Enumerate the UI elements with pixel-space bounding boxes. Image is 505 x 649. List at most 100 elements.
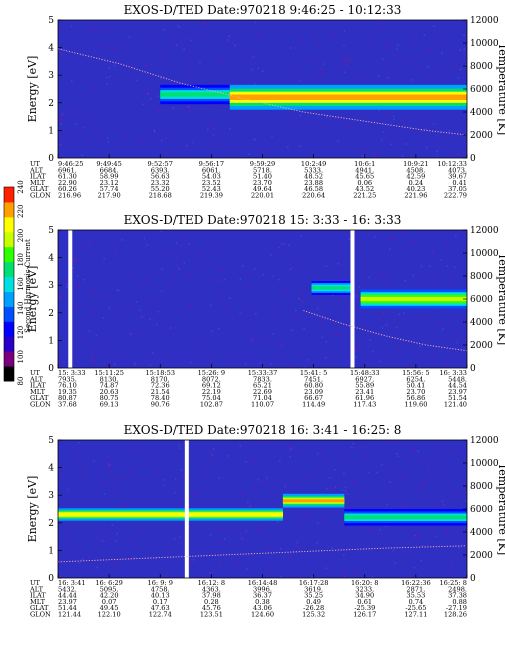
spectrogram-pixel [270, 363, 272, 366]
table-cell: 36.37 [253, 592, 272, 600]
spectrogram-pixel [346, 493, 349, 495]
table-cell: 55.89 [355, 382, 374, 390]
spectrogram-pixel [210, 451, 212, 453]
spectrogram-pixel [419, 345, 422, 347]
spectrogram-pixel [434, 535, 437, 538]
spectrogram-pixel [115, 539, 118, 542]
spectrogram-pixel [455, 64, 457, 67]
spectrogram-pixel [212, 127, 215, 129]
table-cell: 69.13 [100, 401, 119, 409]
spectrogram-pixel [178, 444, 181, 446]
spectrogram-pixel [342, 572, 345, 575]
energy-tick-label: 1 [48, 126, 54, 136]
spectrogram-pixel [455, 235, 457, 238]
table-cell: 20.63 [100, 388, 119, 396]
spectrogram-pixel [117, 289, 120, 292]
spectrogram-pixel [277, 521, 279, 523]
table-cell: 218.68 [149, 192, 172, 200]
spectrogram-pixel [165, 548, 168, 551]
spectrogram-pixel [343, 60, 345, 63]
spectrogram-pixel [289, 455, 291, 458]
spectrogram-pixel [325, 341, 328, 343]
spectrogram-pixel [197, 264, 199, 267]
table-cell: 51.40 [253, 173, 272, 181]
spectrogram-pixel [319, 71, 322, 74]
table-cell: 220.01 [251, 192, 274, 200]
spectrogram-pixel [105, 76, 108, 79]
spectrogram-pixel [116, 562, 118, 564]
spectrogram-pixel [194, 493, 196, 496]
spectrogram-pixel [292, 447, 294, 450]
table-cell: 35.25 [304, 592, 323, 600]
table-cell: 222.79 [444, 192, 467, 200]
table-cell: 65.21 [253, 382, 272, 390]
spectrogram-pixel [108, 66, 111, 69]
spectrogram-pixel [81, 154, 83, 157]
table-cell: 4508. [406, 166, 425, 174]
spectrogram-pixel [398, 345, 401, 348]
spectrogram-pixel [392, 549, 395, 552]
spectrogram-pixel [414, 41, 416, 44]
spectrogram-pixel [287, 446, 290, 448]
spectrogram-pixel [286, 146, 289, 148]
spectrogram-pixel [220, 292, 223, 294]
spectrogram-pixel [153, 129, 156, 131]
colorbar-segment [4, 187, 14, 203]
table-cell: 47.63 [151, 604, 170, 612]
spectrogram-pixel [88, 246, 91, 249]
table-cell: 23.70 [406, 388, 425, 396]
spectrogram-pixel [174, 477, 177, 480]
table-cell: 110.07 [251, 401, 274, 409]
spectrogram-pixel [83, 126, 86, 129]
spectrogram-pixel [108, 463, 111, 466]
energy-tick-label: 3 [48, 281, 54, 291]
table-row-label: GLON [30, 192, 51, 200]
table-cell: 6061. [202, 166, 221, 174]
table-cell: 0.41 [452, 179, 467, 187]
spectrogram-pixel [397, 44, 399, 46]
spectrogram-pixel [299, 145, 301, 147]
spectrogram-pixel [125, 504, 128, 507]
table-cell: 126.17 [353, 611, 376, 619]
spectrogram-pixel [223, 278, 226, 281]
spectrogram-pixel [101, 530, 104, 533]
spectrogram-pixel [170, 251, 173, 253]
table-cell: 66.67 [304, 394, 323, 402]
temperature-tick-label: 2000 [470, 131, 493, 141]
spectrogram-pixel [348, 238, 351, 241]
spectrogram-pixel [189, 274, 191, 276]
energy-tick-label: 0 [48, 154, 54, 164]
table-row-label: GLAT [30, 394, 49, 402]
spectrogram-pixel [228, 127, 231, 130]
spectrogram-pixel [347, 57, 349, 60]
table-cell: 43.52 [355, 185, 374, 193]
table-cell: 23.52 [202, 179, 221, 187]
spectrogram-pixel [245, 461, 247, 463]
spectrogram-pixel [409, 575, 412, 578]
spectrogram-pixel [378, 75, 380, 78]
spectrogram-pixel [313, 33, 316, 35]
spectrogram-pixel [185, 105, 188, 107]
table-cell: 9:46:25 [58, 160, 83, 168]
spectrogram-pixel [267, 546, 270, 549]
spectrogram-pixel [289, 47, 292, 49]
spectrogram-pixel [70, 25, 73, 28]
spectrogram-pixel [463, 34, 465, 37]
table-cell: 8130. [100, 375, 119, 383]
temperature-tick-label: 0 [470, 364, 476, 374]
spectrogram-pixel [172, 107, 174, 109]
table-row-label: ALT [29, 166, 44, 174]
spectrogram-pixel [228, 35, 230, 37]
spectrogram-pixel [444, 363, 447, 365]
spectrogram-pixel [426, 146, 428, 149]
spectrogram-pixel [253, 138, 256, 140]
spectrogram-pixel [209, 572, 212, 574]
spectrogram-pixel [89, 240, 92, 243]
spectrogram-pixel [336, 333, 339, 336]
table-row-label: UT [30, 160, 41, 168]
spectrogram-pixel [455, 492, 457, 495]
energy-tick-label: 2 [48, 309, 54, 319]
table-cell: 121.44 [58, 611, 81, 619]
table-cell: 23.70 [253, 179, 272, 187]
table-cell: 15:18:53 [145, 369, 175, 377]
